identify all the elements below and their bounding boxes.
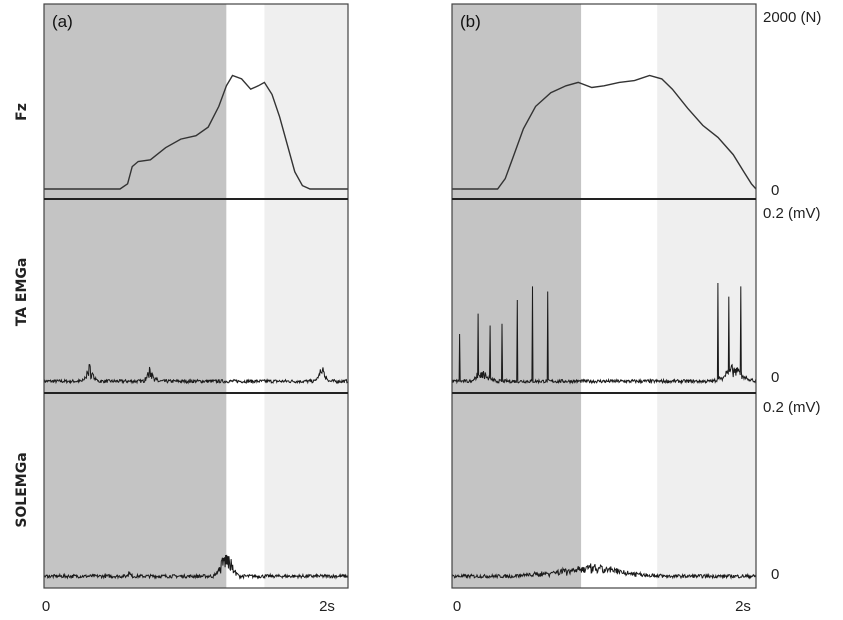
- phase-late-light-b: [657, 4, 756, 588]
- x-tick-a-start: 0: [42, 598, 50, 615]
- row-label-ta-emga: TA EMGa: [14, 258, 30, 327]
- ta-emg-trace-b: [451, 282, 757, 385]
- scale-ta-top: 0.2 (mV): [763, 205, 821, 222]
- scale-sol-bottom: 0: [771, 566, 779, 583]
- x-tick-b-end: 2s: [735, 598, 751, 615]
- scale-fz-bottom: 0: [771, 182, 779, 199]
- x-tick-b-start: 0: [453, 598, 461, 615]
- panel-frame-b: [451, 3, 757, 589]
- panel-label-a: (a): [52, 12, 73, 31]
- fz-force-curve-a: [44, 74, 348, 190]
- fz-force-curve-b: [452, 74, 757, 190]
- phase-late-light-a: [264, 4, 348, 588]
- scale-fz-top: 2000 (N): [763, 9, 821, 26]
- row-label-fz: Fz: [14, 103, 30, 121]
- row-label-sol-emga: SOLEMGa: [14, 452, 30, 527]
- ta-emg-trace-a: [43, 364, 349, 385]
- phase-mid-white-b: [581, 4, 658, 588]
- panel-frame-a: [43, 3, 349, 589]
- scale-ta-bottom: 0: [771, 369, 779, 386]
- phase-stance-shade-b: [452, 4, 582, 588]
- sol-emg-trace-b: [451, 563, 756, 580]
- sol-emg-trace-a: [43, 554, 349, 580]
- phase-stance-shade-a: [44, 4, 227, 588]
- x-tick-a-end: 2s: [319, 598, 335, 615]
- phase-mid-white-a: [226, 4, 265, 588]
- panel-label-b: (b): [460, 12, 481, 31]
- scale-sol-top: 0.2 (mV): [763, 399, 821, 416]
- panels-layer: [43, 3, 757, 589]
